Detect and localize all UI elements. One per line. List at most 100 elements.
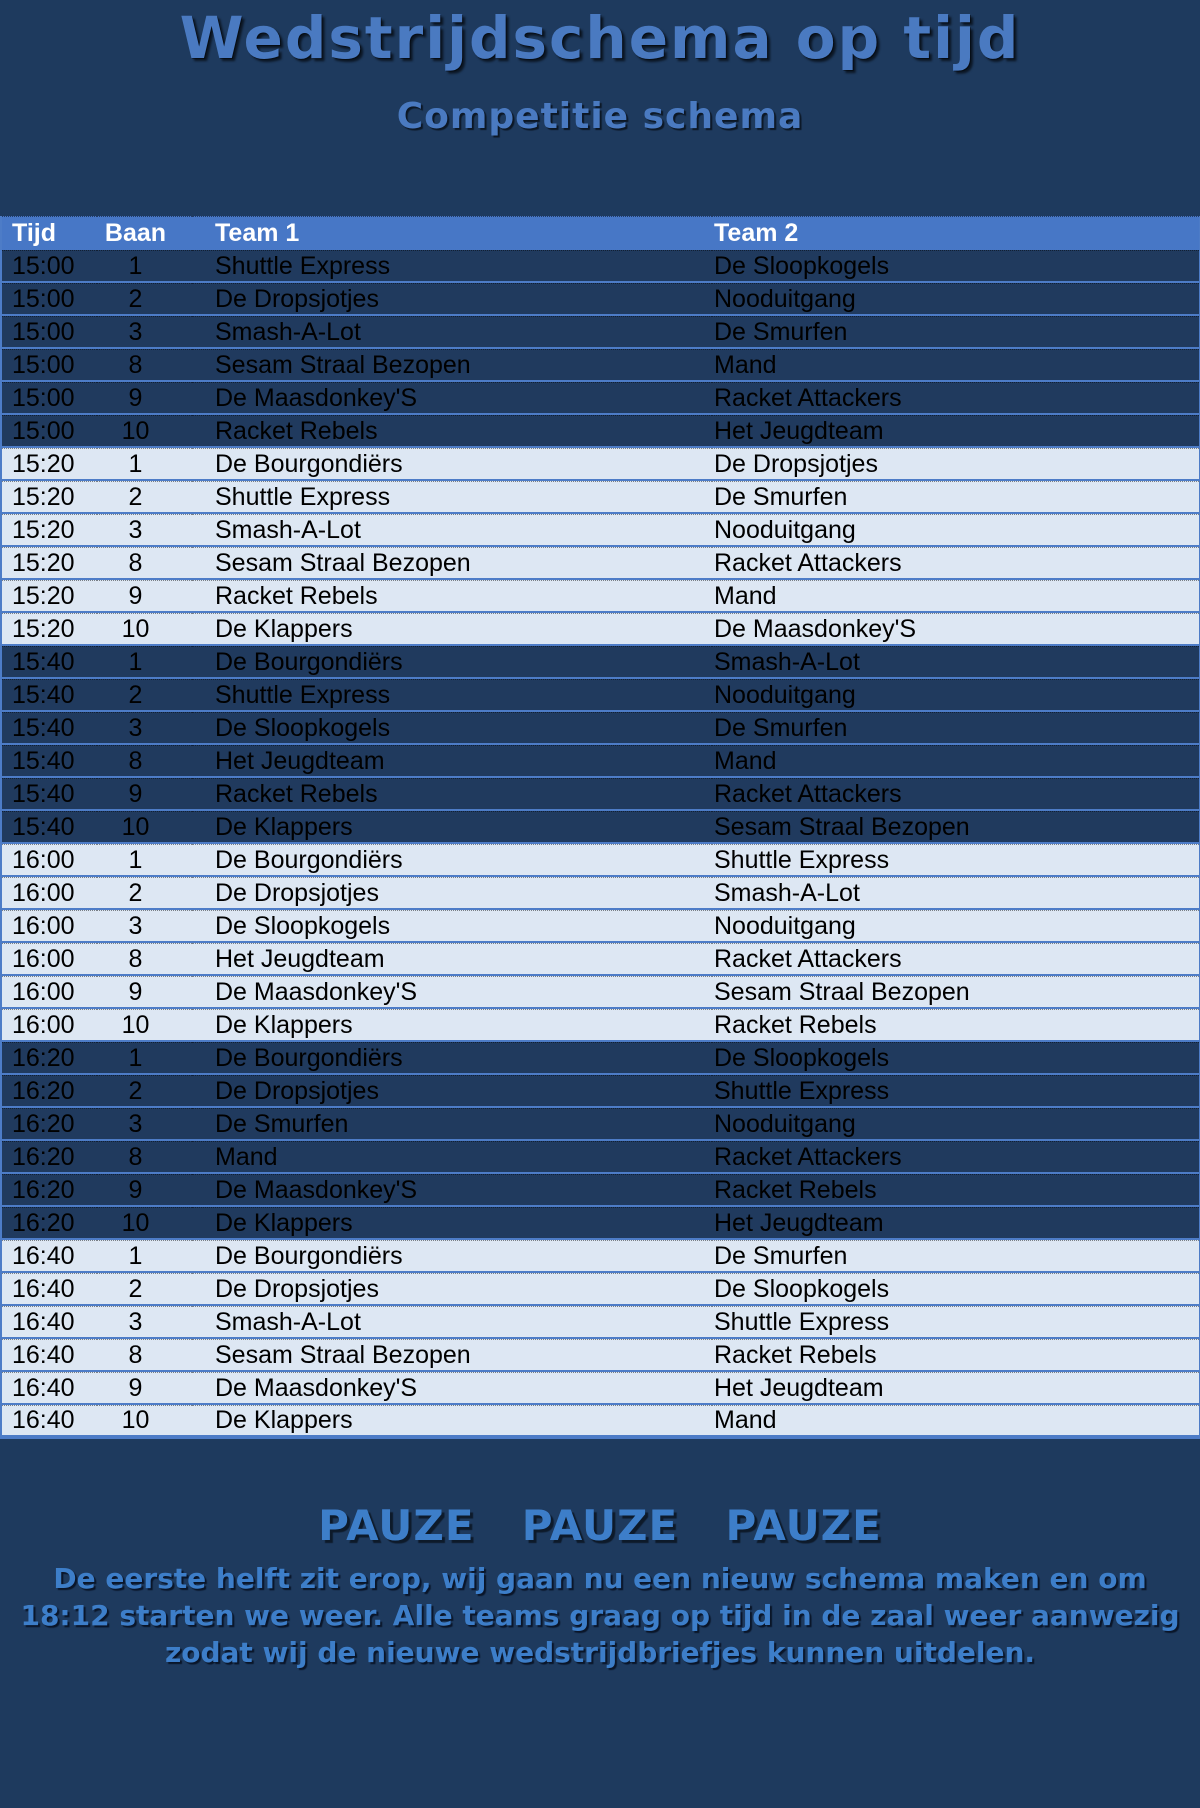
cell-team2: De Sloopkogels: [712, 1042, 1199, 1075]
cell-team1: De Bourgondiërs: [192, 448, 712, 481]
cell-baan: 10: [97, 1009, 192, 1042]
cell-team1: Shuttle Express: [192, 679, 712, 712]
cell-baan: 1: [97, 844, 192, 877]
cell-team2: De Sloopkogels: [712, 250, 1199, 283]
pauze-heading: PAUZE PAUZE PAUZE: [318, 1501, 882, 1550]
cell-team1: Smash-A-Lot: [192, 316, 712, 349]
cell-team1: De Sloopkogels: [192, 712, 712, 745]
cell-baan: 3: [97, 910, 192, 943]
cell-team1: De Bourgondiërs: [192, 1240, 712, 1273]
table-row: 16:40 8 Sesam Straal Bezopen Racket Rebels: [2, 1339, 1199, 1372]
cell-team1: De Dropsjotjes: [192, 877, 712, 910]
cell-team2: Racket Attackers: [712, 943, 1199, 976]
cell-tijd: 15:40: [2, 646, 97, 679]
cell-team1: De Klappers: [192, 613, 712, 646]
cell-team2: De Smurfen: [712, 316, 1199, 349]
cell-baan: 3: [97, 1306, 192, 1339]
cell-tijd: 16:20: [2, 1075, 97, 1108]
cell-tijd: 15:20: [2, 481, 97, 514]
cell-team1: Smash-A-Lot: [192, 1306, 712, 1339]
cell-tijd: 16:00: [2, 943, 97, 976]
cell-baan: 1: [97, 646, 192, 679]
table-row: 15:20 1 De Bourgondiërs De Dropsjotjes: [2, 448, 1199, 481]
cell-team2: Het Jeugdteam: [712, 415, 1199, 448]
cell-baan: 3: [97, 514, 192, 547]
cell-team2: Nooduitgang: [712, 679, 1199, 712]
table-row: 16:40 1 De Bourgondiërs De Smurfen: [2, 1240, 1199, 1273]
cell-tijd: 16:00: [2, 1009, 97, 1042]
cell-baan: 8: [97, 1141, 192, 1174]
cell-team1: Het Jeugdteam: [192, 943, 712, 976]
cell-baan: 3: [97, 1108, 192, 1141]
cell-team1: De Sloopkogels: [192, 910, 712, 943]
cell-tijd: 15:20: [2, 613, 97, 646]
cell-team2: Nooduitgang: [712, 514, 1199, 547]
cell-tijd: 16:20: [2, 1042, 97, 1075]
table-row: 15:20 3 Smash-A-Lot Nooduitgang: [2, 514, 1199, 547]
cell-tijd: 15:00: [2, 316, 97, 349]
cell-team1: Sesam Straal Bezopen: [192, 547, 712, 580]
column-header-team1: Team 1: [192, 216, 712, 250]
cell-tijd: 16:40: [2, 1372, 97, 1405]
cell-team2: Racket Rebels: [712, 1174, 1199, 1207]
cell-tijd: 15:40: [2, 778, 97, 811]
cell-baan: 9: [97, 1372, 192, 1405]
cell-tijd: 15:00: [2, 349, 97, 382]
table-row: 15:20 9 Racket Rebels Mand: [2, 580, 1199, 613]
cell-team2: Mand: [712, 745, 1199, 778]
cell-baan: 9: [97, 1174, 192, 1207]
cell-baan: 3: [97, 712, 192, 745]
table-row: 16:00 10 De Klappers Racket Rebels: [2, 1009, 1199, 1042]
table-row: 16:00 9 De Maasdonkey'S Sesam Straal Bezope…: [2, 976, 1199, 1009]
cell-tijd: 16:00: [2, 976, 97, 1009]
cell-team2: Mand: [712, 1405, 1199, 1439]
cell-baan: 1: [97, 250, 192, 283]
cell-baan: 8: [97, 1339, 192, 1372]
cell-tijd: 15:40: [2, 811, 97, 844]
cell-team1: Racket Rebels: [192, 580, 712, 613]
cell-team1: De Klappers: [192, 1405, 712, 1439]
table-row: 16:00 2 De Dropsjotjes Smash-A-Lot: [2, 877, 1199, 910]
cell-baan: 8: [97, 547, 192, 580]
cell-team1: De Maasdonkey'S: [192, 1372, 712, 1405]
cell-team2: De Smurfen: [712, 481, 1199, 514]
cell-team1: Racket Rebels: [192, 778, 712, 811]
cell-team1: Shuttle Express: [192, 250, 712, 283]
page-title: Wedstrijdschema op tijd: [179, 4, 1021, 72]
table-row: 16:20 2 De Dropsjotjes Shuttle Express: [2, 1075, 1199, 1108]
table-row: 15:00 10 Racket Rebels Het Jeugdteam: [2, 415, 1199, 448]
cell-baan: 2: [97, 1075, 192, 1108]
cell-team1: De Smurfen: [192, 1108, 712, 1141]
cell-baan: 2: [97, 1273, 192, 1306]
cell-tijd: 16:20: [2, 1174, 97, 1207]
table-row: 15:40 8 Het Jeugdteam Mand: [2, 745, 1199, 778]
cell-team2: Racket Rebels: [712, 1339, 1199, 1372]
cell-tijd: 15:20: [2, 514, 97, 547]
cell-team1: De Dropsjotjes: [192, 1273, 712, 1306]
cell-baan: 9: [97, 976, 192, 1009]
cell-team2: De Sloopkogels: [712, 1273, 1199, 1306]
cell-baan: 8: [97, 943, 192, 976]
cell-team1: Racket Rebels: [192, 415, 712, 448]
cell-team1: Sesam Straal Bezopen: [192, 349, 712, 382]
cell-team1: De Klappers: [192, 1207, 712, 1240]
cell-team1: De Dropsjotjes: [192, 1075, 712, 1108]
table-row: 16:20 8 Mand Racket Attackers: [2, 1141, 1199, 1174]
cell-baan: 10: [97, 811, 192, 844]
cell-team2: Racket Rebels: [712, 1009, 1199, 1042]
pauze-message: De eerste helft zit erop, wij gaan nu ee…: [20, 1562, 1180, 1669]
table-row: 16:20 9 De Maasdonkey'S Racket Rebels: [2, 1174, 1199, 1207]
cell-tijd: 16:40: [2, 1306, 97, 1339]
table-row: 15:40 10 De Klappers Sesam Straal Bezopen: [2, 811, 1199, 844]
table-row: 15:20 2 Shuttle Express De Smurfen: [2, 481, 1199, 514]
cell-baan: 1: [97, 448, 192, 481]
cell-baan: 2: [97, 283, 192, 316]
page-subtitle: Competitie schema: [396, 96, 804, 137]
cell-team2: Shuttle Express: [712, 1306, 1199, 1339]
cell-team2: Shuttle Express: [712, 844, 1199, 877]
cell-team1: Smash-A-Lot: [192, 514, 712, 547]
cell-team2: Racket Attackers: [712, 547, 1199, 580]
cell-team1: De Bourgondiërs: [192, 1042, 712, 1075]
cell-team1: Mand: [192, 1141, 712, 1174]
